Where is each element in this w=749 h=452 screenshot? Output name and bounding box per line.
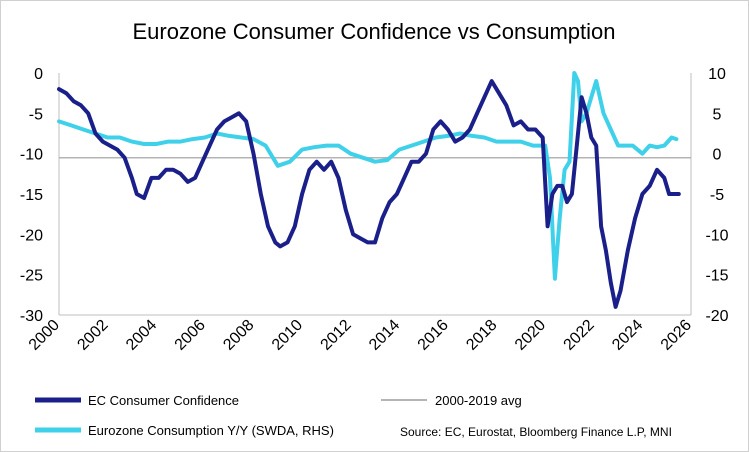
x-tick-label: 2002 — [74, 317, 111, 354]
left-tick-label: -25 — [20, 268, 43, 285]
left-axis-ticks: 0 -5 -10 -15 -20 -25 -30 — [20, 66, 43, 325]
x-tick-label: 2010 — [269, 317, 306, 354]
left-tick-label: -20 — [20, 227, 43, 244]
x-tick-label: 2004 — [123, 317, 160, 354]
right-tick-label: -5 — [710, 187, 724, 204]
legend-label-consumption: Eurozone Consumption Y/Y (SWDA, RHS) — [88, 423, 334, 438]
x-tick-label: 2026 — [658, 317, 695, 354]
right-tick-label: -20 — [705, 308, 728, 325]
right-tick-label: 0 — [713, 147, 722, 164]
x-tick-label: 2024 — [609, 317, 646, 354]
series-line-consumption — [57, 71, 679, 281]
right-tick-label: 10 — [708, 66, 726, 83]
plot-area — [58, 73, 692, 316]
right-tick-label: -10 — [705, 227, 728, 244]
x-tick-label: 2022 — [561, 317, 598, 354]
left-tick-label: 0 — [34, 66, 43, 83]
right-tick-label: 5 — [713, 106, 722, 123]
source-note: Source: EC, Eurostat, Bloomberg Finance … — [400, 425, 672, 439]
chart-title: Eurozone Consumer Confidence vs Consumpt… — [132, 19, 615, 44]
left-tick-label: -30 — [20, 308, 43, 325]
x-tick-label: 2014 — [366, 317, 403, 354]
x-tick-label: 2018 — [463, 317, 500, 354]
legend-label-avg: 2000-2019 avg — [435, 393, 522, 408]
series-line-confidence — [57, 79, 681, 309]
x-tick-label: 2016 — [415, 317, 452, 354]
x-axis-ticks: 2000 2002 2004 2006 2008 2010 2012 2014 2016 2018… — [26, 317, 695, 354]
x-tick-label: 2006 — [172, 317, 209, 354]
x-tick-label: 2012 — [318, 317, 355, 354]
left-tick-label: -15 — [20, 187, 43, 204]
legend: EC Consumer Confidence 2000-2019 avg Eur… — [35, 393, 522, 438]
left-tick-label: -5 — [29, 106, 43, 123]
series-group — [57, 71, 681, 309]
right-axis-ticks: 10 5 0 -5 -10 -15 -20 — [705, 66, 728, 325]
x-tick-label: 2020 — [512, 317, 549, 354]
left-tick-label: -10 — [20, 147, 43, 164]
right-tick-label: -15 — [705, 268, 728, 285]
x-tick-label: 2008 — [220, 317, 257, 354]
legend-label-confidence: EC Consumer Confidence — [88, 393, 239, 408]
